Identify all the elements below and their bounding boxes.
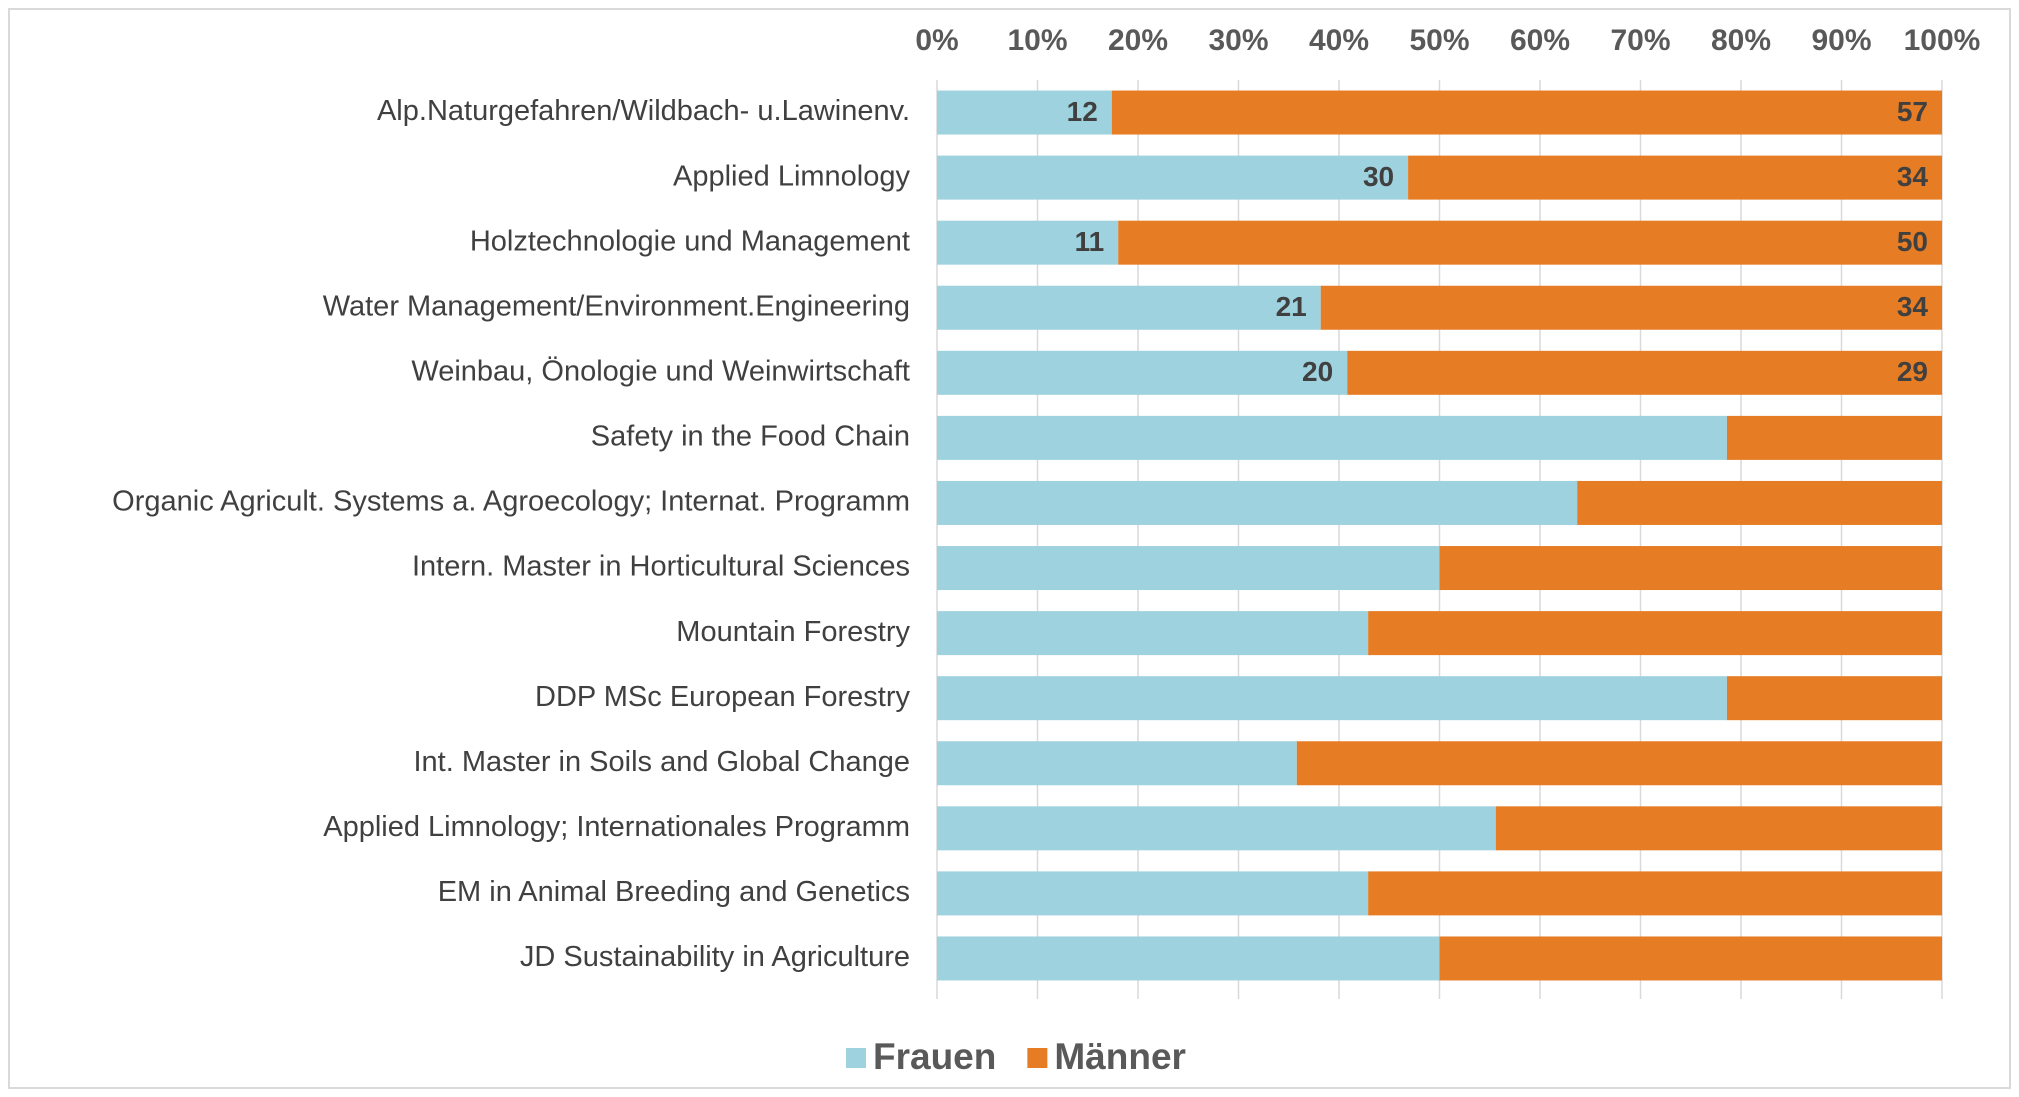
bar-segment <box>1495 806 1942 851</box>
category-label: Applied Limnology <box>673 160 910 192</box>
bar-segment <box>1118 220 1942 265</box>
x-tick-label: 10% <box>1007 24 1067 57</box>
bar-segment <box>937 155 1409 200</box>
legend-swatch <box>846 1048 866 1068</box>
data-label: 50 <box>1897 226 1928 257</box>
bar-segment <box>1347 350 1942 395</box>
data-label: 11 <box>1075 226 1105 257</box>
data-label: 30 <box>1363 161 1394 192</box>
bar-segment <box>1439 546 1942 591</box>
x-tick-label: 80% <box>1711 24 1771 57</box>
category-label: Mountain Forestry <box>676 616 910 648</box>
category-label: JD Sustainability in Agriculture <box>520 941 910 973</box>
x-tick-label: 30% <box>1208 24 1268 57</box>
category-label: EM in Animal Breeding and Genetics <box>438 876 910 908</box>
bar-segment <box>937 676 1727 721</box>
bar-segment <box>937 220 1119 265</box>
category-label: Alp.Naturgefahren/Wildbach- u.Lawinenv. <box>377 95 910 127</box>
bar-segment <box>1726 415 1942 460</box>
data-label: 34 <box>1897 161 1929 192</box>
x-tick-label: 0% <box>915 24 958 57</box>
data-label: 21 <box>1276 291 1307 322</box>
bar-segment <box>937 871 1369 916</box>
bar-segment <box>937 806 1496 851</box>
x-tick-label: 40% <box>1309 24 1369 57</box>
bar-segment <box>937 546 1440 591</box>
bar-segment <box>937 936 1440 981</box>
bar-segment <box>937 480 1578 525</box>
bar-segment <box>1111 90 1942 135</box>
bar-segment <box>1577 480 1942 525</box>
data-label: 29 <box>1897 356 1928 387</box>
x-tick-label: 60% <box>1510 24 1570 57</box>
category-label: Applied Limnology; Internationales Progr… <box>323 811 910 843</box>
data-label: 57 <box>1897 96 1928 127</box>
bar-segment <box>1726 676 1942 721</box>
data-label: 34 <box>1897 291 1929 322</box>
bar-segment <box>1320 285 1942 330</box>
bar-segment <box>1439 936 1942 981</box>
category-label: Water Management/Environment.Engineering <box>323 290 910 322</box>
data-label: 12 <box>1067 96 1098 127</box>
category-label: DDP MSc European Forestry <box>535 681 910 713</box>
bar-segment <box>1296 741 1942 786</box>
bar-segment <box>937 350 1348 395</box>
bar-segment <box>1368 871 1942 916</box>
x-tick-label: 100% <box>1904 24 1981 57</box>
bar-segment <box>937 90 1112 135</box>
category-label: Organic Agricult. Systems a. Agroecology… <box>112 486 910 518</box>
bar-segment <box>1368 611 1942 656</box>
category-label: Intern. Master in Horticultural Sciences <box>412 551 910 583</box>
bar-segment <box>937 285 1321 330</box>
x-tick-label: 90% <box>1811 24 1871 57</box>
legend-label: Männer <box>1054 1036 1186 1077</box>
category-label: Int. Master in Soils and Global Change <box>414 746 911 778</box>
bar-segment <box>1408 155 1942 200</box>
category-label: Weinbau, Önologie und Weinwirtschaft <box>411 355 910 387</box>
data-label: 20 <box>1302 356 1333 387</box>
bar-segment <box>937 741 1297 786</box>
bar-segment <box>937 611 1369 656</box>
x-tick-label: 70% <box>1610 24 1670 57</box>
legend-label: Frauen <box>873 1036 996 1077</box>
legend-swatch <box>1027 1048 1048 1068</box>
category-label: Holztechnologie und Management <box>470 225 910 257</box>
category-label: Safety in the Food Chain <box>591 421 910 453</box>
bar-segment <box>937 415 1727 460</box>
x-tick-label: 20% <box>1108 24 1168 57</box>
x-tick-label: 50% <box>1409 24 1469 57</box>
